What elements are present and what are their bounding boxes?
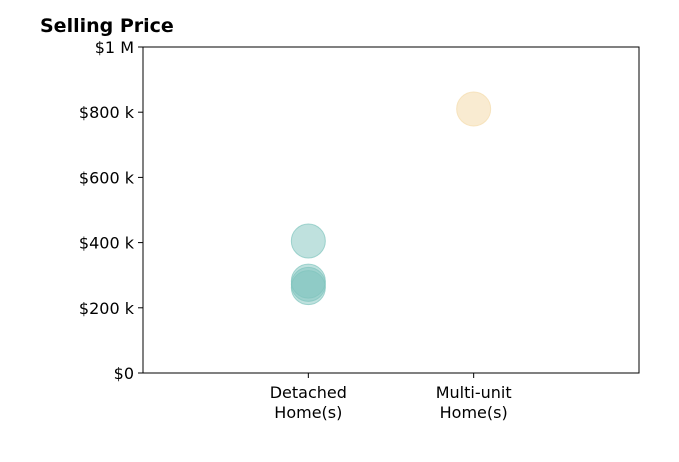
x-tick-label-line: Multi-unit xyxy=(436,383,512,402)
data-point xyxy=(456,91,492,127)
axes-frame xyxy=(142,46,640,374)
x-tick-label-line: Home(s) xyxy=(274,403,342,422)
y-tick-label: $600 k xyxy=(79,168,135,187)
data-point xyxy=(290,266,326,302)
points-layer xyxy=(290,91,492,306)
y-tick-label: $800 k xyxy=(79,103,135,122)
x-tick-label-line: Home(s) xyxy=(440,403,508,422)
y-tick-label: $200 k xyxy=(79,299,135,318)
y-tick-label: $1 M xyxy=(95,38,134,57)
chart-title: Selling Price xyxy=(40,15,174,37)
x-axis: Detached Home(s)Multi-unit Home(s) xyxy=(270,373,512,422)
data-point xyxy=(290,223,326,259)
y-axis: $0 $200 k $400 k $600 k $800 k $1 M xyxy=(79,38,143,383)
x-tick-label: Detached Home(s) xyxy=(270,383,347,422)
x-tick-label: Multi-unit Home(s) xyxy=(436,383,512,422)
x-tick-label-line: Detached xyxy=(270,383,347,402)
y-tick-label: $400 k xyxy=(79,234,135,253)
y-tick-label: $0 xyxy=(114,364,134,383)
